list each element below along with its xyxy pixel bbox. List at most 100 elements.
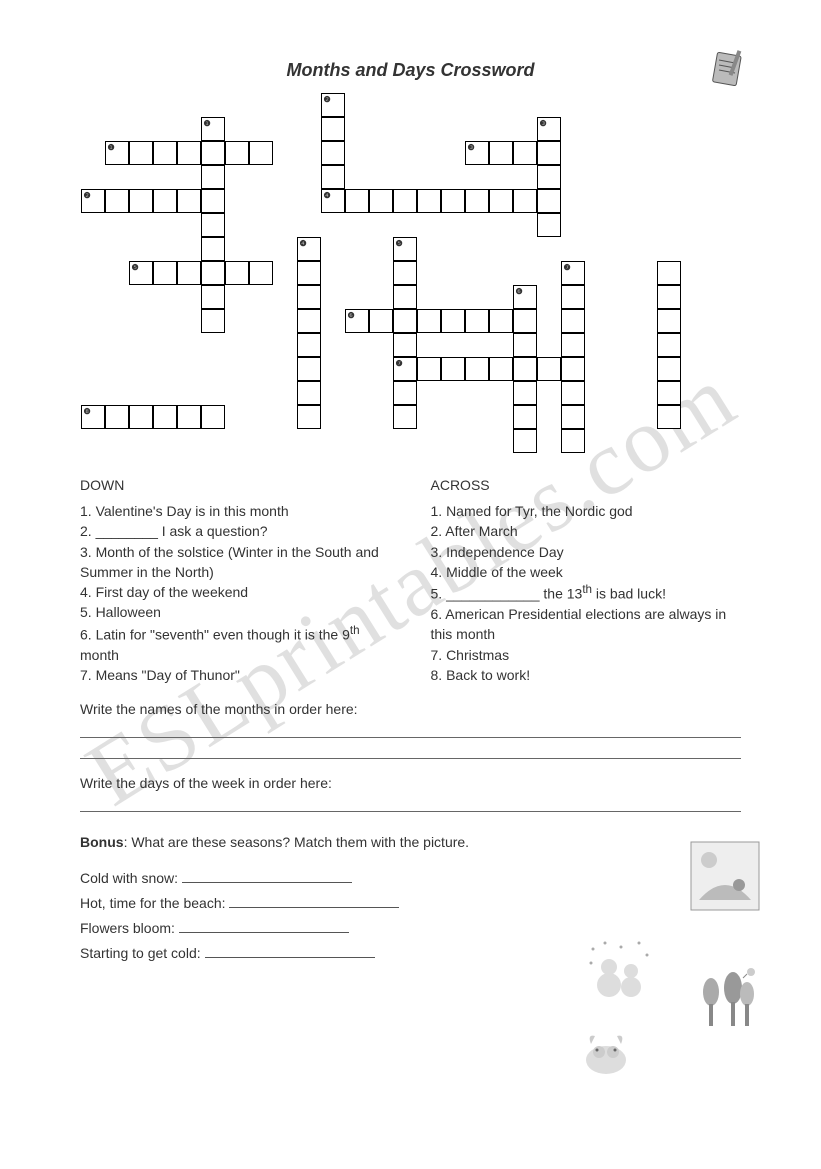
- crossword-cell[interactable]: [105, 405, 129, 429]
- crossword-cell[interactable]: [489, 189, 513, 213]
- crossword-cell[interactable]: ❼: [393, 357, 417, 381]
- crossword-cell[interactable]: [153, 261, 177, 285]
- crossword-cell[interactable]: [393, 189, 417, 213]
- crossword-cell[interactable]: [561, 333, 585, 357]
- crossword-cell[interactable]: [657, 357, 681, 381]
- crossword-cell[interactable]: [417, 189, 441, 213]
- crossword-cell[interactable]: [201, 261, 225, 285]
- months-line-1[interactable]: [80, 723, 741, 738]
- crossword-cell[interactable]: [105, 189, 129, 213]
- crossword-cell[interactable]: [177, 189, 201, 213]
- crossword-cell[interactable]: [465, 309, 489, 333]
- crossword-cell[interactable]: [153, 405, 177, 429]
- crossword-cell[interactable]: [129, 405, 153, 429]
- crossword-cell[interactable]: [441, 309, 465, 333]
- crossword-cell[interactable]: ❺: [393, 237, 417, 261]
- crossword-cell[interactable]: [393, 261, 417, 285]
- crossword-cell[interactable]: [201, 141, 225, 165]
- crossword-cell[interactable]: [561, 309, 585, 333]
- crossword-cell[interactable]: ❼: [561, 261, 585, 285]
- crossword-cell[interactable]: ❻: [345, 309, 369, 333]
- crossword-cell[interactable]: [201, 165, 225, 189]
- crossword-cell[interactable]: ❷: [321, 93, 345, 117]
- crossword-cell[interactable]: [369, 309, 393, 333]
- crossword-cell[interactable]: [513, 189, 537, 213]
- crossword-cell[interactable]: [393, 405, 417, 429]
- crossword-cell[interactable]: [537, 165, 561, 189]
- crossword-cell[interactable]: [297, 405, 321, 429]
- crossword-cell[interactable]: [393, 309, 417, 333]
- crossword-cell[interactable]: [489, 141, 513, 165]
- crossword-cell[interactable]: [465, 189, 489, 213]
- crossword-cell[interactable]: [249, 141, 273, 165]
- crossword-cell[interactable]: ❸: [465, 141, 489, 165]
- crossword-cell[interactable]: [393, 381, 417, 405]
- crossword-cell[interactable]: [441, 357, 465, 381]
- crossword-cell[interactable]: [297, 381, 321, 405]
- crossword-cell[interactable]: [393, 285, 417, 309]
- crossword-cell[interactable]: ❽: [81, 405, 105, 429]
- crossword-cell[interactable]: ❷: [81, 189, 105, 213]
- crossword-cell[interactable]: [177, 141, 201, 165]
- crossword-cell[interactable]: [153, 141, 177, 165]
- crossword-cell[interactable]: [489, 309, 513, 333]
- crossword-cell[interactable]: [561, 381, 585, 405]
- crossword-cell[interactable]: [561, 429, 585, 453]
- crossword-cell[interactable]: [201, 285, 225, 309]
- crossword-cell[interactable]: [513, 333, 537, 357]
- bonus-blank[interactable]: [205, 945, 375, 958]
- crossword-cell[interactable]: [153, 189, 177, 213]
- crossword-cell[interactable]: [657, 405, 681, 429]
- crossword-cell[interactable]: [345, 189, 369, 213]
- crossword-cell[interactable]: [561, 405, 585, 429]
- crossword-cell[interactable]: [249, 261, 273, 285]
- crossword-cell[interactable]: ❸: [537, 117, 561, 141]
- months-line-2[interactable]: [80, 744, 741, 759]
- crossword-cell[interactable]: [537, 189, 561, 213]
- crossword-cell[interactable]: [201, 189, 225, 213]
- crossword-cell[interactable]: [657, 333, 681, 357]
- crossword-cell[interactable]: [513, 357, 537, 381]
- crossword-cell[interactable]: [441, 189, 465, 213]
- crossword-cell[interactable]: [537, 357, 561, 381]
- crossword-cell[interactable]: [417, 309, 441, 333]
- crossword-cell[interactable]: [513, 429, 537, 453]
- crossword-cell[interactable]: [561, 357, 585, 381]
- crossword-cell[interactable]: [489, 357, 513, 381]
- crossword-cell[interactable]: [201, 237, 225, 261]
- crossword-cell[interactable]: [177, 405, 201, 429]
- crossword-cell[interactable]: [321, 165, 345, 189]
- crossword-cell[interactable]: [297, 261, 321, 285]
- crossword-cell[interactable]: [657, 381, 681, 405]
- crossword-cell[interactable]: [129, 141, 153, 165]
- crossword-cell[interactable]: [513, 309, 537, 333]
- crossword-cell[interactable]: [321, 141, 345, 165]
- bonus-blank[interactable]: [182, 870, 352, 883]
- crossword-cell[interactable]: [513, 405, 537, 429]
- crossword-cell[interactable]: [657, 261, 681, 285]
- bonus-blank[interactable]: [229, 895, 399, 908]
- crossword-cell[interactable]: [297, 357, 321, 381]
- days-line-1[interactable]: [80, 797, 741, 812]
- crossword-cell[interactable]: [297, 333, 321, 357]
- crossword-cell[interactable]: [321, 117, 345, 141]
- crossword-cell[interactable]: [225, 261, 249, 285]
- crossword-cell[interactable]: [537, 141, 561, 165]
- crossword-cell[interactable]: [417, 357, 441, 381]
- crossword-cell[interactable]: ❺: [129, 261, 153, 285]
- crossword-cell[interactable]: ❶: [201, 117, 225, 141]
- crossword-cell[interactable]: [393, 333, 417, 357]
- crossword-cell[interactable]: ❶: [105, 141, 129, 165]
- crossword-cell[interactable]: [177, 261, 201, 285]
- crossword-cell[interactable]: [201, 309, 225, 333]
- crossword-cell[interactable]: [201, 405, 225, 429]
- crossword-cell[interactable]: [537, 213, 561, 237]
- crossword-cell[interactable]: ❻: [513, 285, 537, 309]
- crossword-cell[interactable]: [513, 141, 537, 165]
- crossword-cell[interactable]: ❹: [321, 189, 345, 213]
- bonus-blank[interactable]: [179, 920, 349, 933]
- crossword-cell[interactable]: ❹: [297, 237, 321, 261]
- crossword-cell[interactable]: [465, 357, 489, 381]
- crossword-cell[interactable]: [657, 285, 681, 309]
- crossword-cell[interactable]: [297, 285, 321, 309]
